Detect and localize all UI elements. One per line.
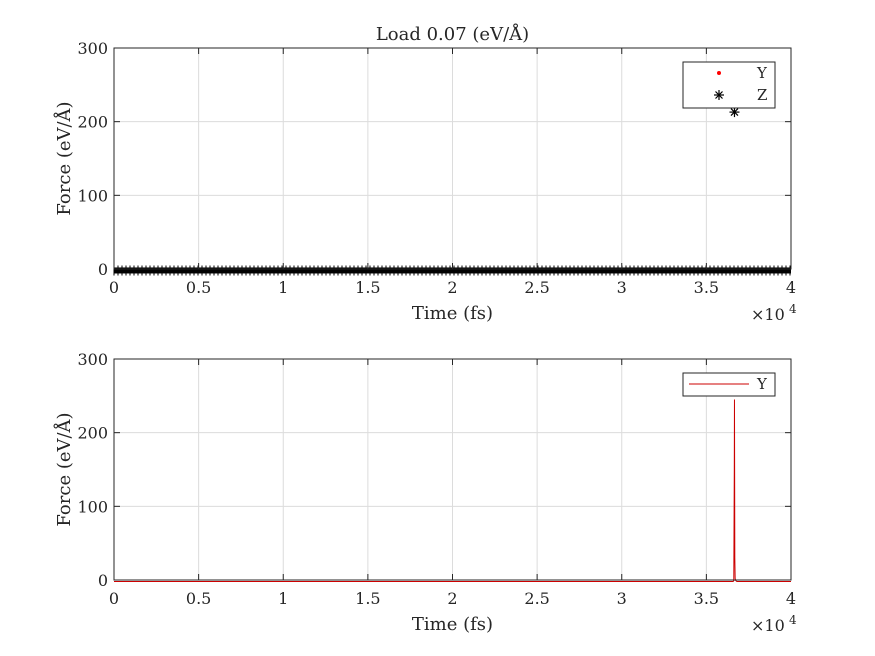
x-tick-label: 1 [278,589,288,608]
x-exponent-power: 4 [789,613,797,627]
data-point-z [730,108,739,117]
y-tick-label: 300 [77,350,108,369]
series-z-baseline-band [114,267,791,274]
legend-box [682,61,776,109]
y-axis-label: Force (eV/Å) [53,101,75,215]
x-tick-label: 1.5 [355,278,380,297]
x-tick-label: 3.5 [694,278,719,297]
x-exponent-label: ×10 [751,305,785,324]
y-tick-label: 200 [77,113,108,132]
x-tick-label: 0.5 [186,278,211,297]
x-tick-label: 4 [786,589,796,608]
legend-label: Z [757,86,767,104]
x-tick-label: 2 [447,278,457,297]
x-tick-label: 4 [786,278,796,297]
y-tick-label: 0 [98,571,108,590]
x-axis-label: Time (fs) [412,614,493,635]
legend-marker-y [717,71,721,75]
x-axis-label: Time (fs) [412,303,493,324]
x-tick-label: 3 [617,278,627,297]
x-tick-label: 1 [278,278,288,297]
legend-label: Y [756,375,768,393]
x-tick-label: 2.5 [524,278,549,297]
x-exponent-label: ×10 [751,616,785,635]
x-tick-label: 2.5 [524,589,549,608]
y-tick-label: 200 [77,424,108,443]
y-tick-label: 100 [77,186,108,205]
x-tick-label: 0 [109,278,119,297]
x-tick-label: 3 [617,589,627,608]
x-tick-label: 0 [109,589,119,608]
legend-label: Y [756,64,768,82]
legend-marker-z [715,91,723,99]
chart-title: Load 0.07 (eV/Å) [376,23,529,45]
y-tick-label: 0 [98,260,108,279]
y-tick-label: 100 [77,497,108,516]
y-axis-label: Force (eV/Å) [53,412,75,526]
x-tick-label: 1.5 [355,589,380,608]
x-tick-label: 0.5 [186,589,211,608]
series-y-line [114,399,791,582]
x-tick-label: 3.5 [694,589,719,608]
x-tick-label: 2 [447,589,457,608]
y-tick-label: 300 [77,39,108,58]
x-exponent-power: 4 [789,302,797,316]
